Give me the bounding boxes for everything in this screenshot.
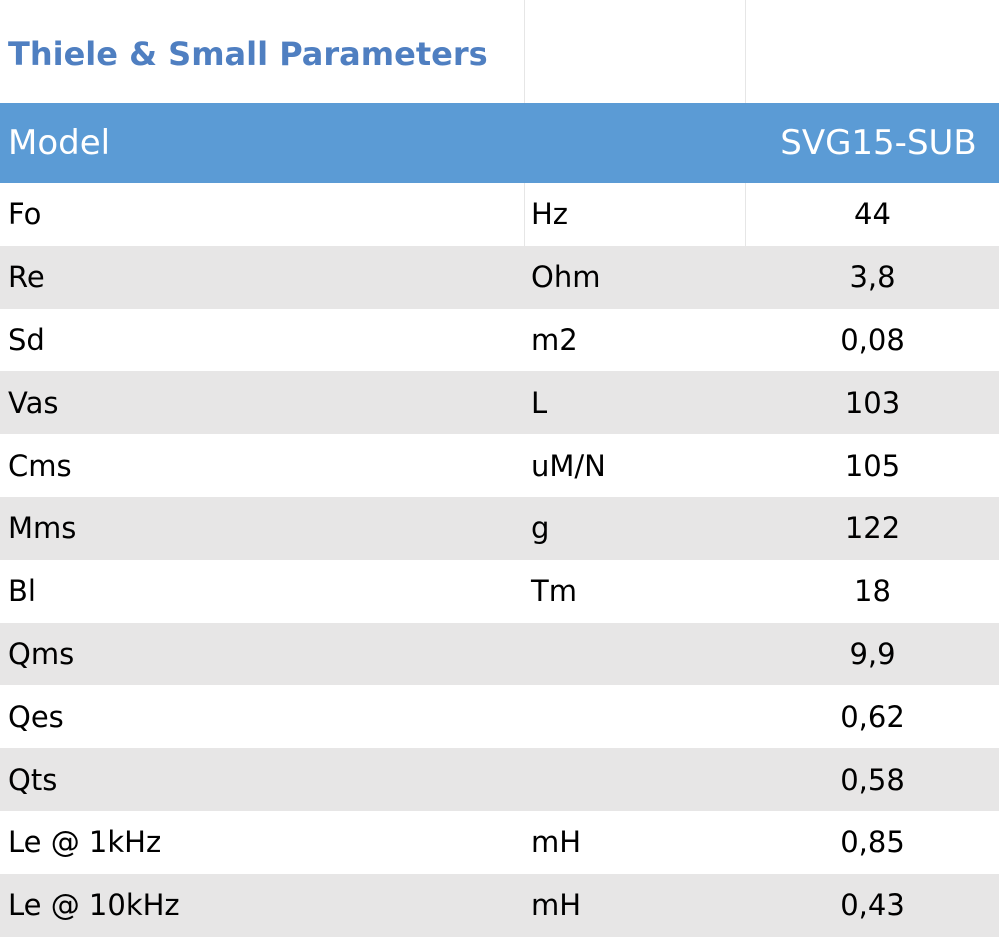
- value-cell[interactable]: 122: [844, 511, 901, 546]
- empty-cell[interactable]: [746, 0, 999, 103]
- unit-cell[interactable]: m2: [531, 322, 578, 357]
- empty-cell[interactable]: [525, 0, 746, 103]
- unit-cell[interactable]: Hz: [525, 183, 746, 246]
- param-name-cell[interactable]: Bl: [8, 574, 36, 609]
- param-name-cell[interactable]: Qms: [8, 636, 75, 671]
- value-cell[interactable]: 0,58: [840, 762, 905, 797]
- table-row: Vas L 103: [0, 371, 999, 435]
- value-cell[interactable]: 105: [844, 448, 901, 483]
- param-name-cell[interactable]: Mms: [8, 511, 77, 546]
- param-name-cell[interactable]: Qts: [8, 762, 58, 797]
- table-row: Fo Hz 44: [0, 183, 999, 246]
- value-cell[interactable]: 0,62: [840, 699, 905, 734]
- title-cell[interactable]: Thiele & Small Parameters: [0, 0, 525, 103]
- value-cell[interactable]: 0,08: [840, 322, 905, 357]
- unit-cell[interactable]: [525, 623, 746, 686]
- value-cell[interactable]: 3,8: [849, 260, 896, 295]
- unit-cell[interactable]: mH: [531, 888, 582, 923]
- unit-cell[interactable]: mH: [531, 825, 582, 860]
- sheet-title: Thiele & Small Parameters: [8, 34, 488, 73]
- title-row: Thiele & Small Parameters: [0, 0, 999, 103]
- header-model-value[interactable]: SVG15-SUB: [780, 123, 977, 163]
- unit-cell[interactable]: Ohm: [531, 260, 601, 295]
- unit-cell[interactable]: L: [531, 385, 548, 420]
- unit-cell[interactable]: g: [531, 511, 550, 546]
- table-row: Cms uM/N 105: [0, 434, 999, 497]
- param-name-cell[interactable]: Re: [8, 260, 45, 295]
- unit-cell[interactable]: uM/N: [531, 448, 606, 483]
- value-cell[interactable]: 103: [844, 385, 901, 420]
- table-row: Qms 9,9: [0, 622, 999, 686]
- table-row: Sd m2 0,08: [0, 309, 999, 372]
- value-cell[interactable]: 0,85: [840, 825, 905, 860]
- param-name-cell[interactable]: Le @ 10kHz: [8, 888, 180, 923]
- value-cell[interactable]: 0,43: [840, 888, 905, 923]
- unit-cell[interactable]: Tm: [531, 574, 577, 609]
- param-name-cell[interactable]: Vas: [8, 385, 59, 420]
- param-name-cell[interactable]: Qes: [8, 699, 64, 734]
- table-row: Le @ 1kHz mH 0,85: [0, 811, 999, 874]
- param-name-cell[interactable]: Le @ 1kHz: [8, 825, 162, 860]
- header-unit-cell[interactable]: [525, 103, 746, 183]
- unit-cell[interactable]: [525, 685, 746, 748]
- param-name-cell[interactable]: Fo: [0, 183, 525, 246]
- table-row: Qts 0,58: [0, 748, 999, 811]
- table-row: Mms g 122: [0, 496, 999, 560]
- table-row: Bl Tm 18: [0, 560, 999, 623]
- unit-cell[interactable]: [525, 748, 746, 811]
- param-name-cell[interactable]: Cms: [8, 448, 72, 483]
- header-row: Model SVG15-SUB: [0, 103, 999, 183]
- param-name-cell[interactable]: Sd: [8, 322, 45, 357]
- value-cell[interactable]: 9,9: [849, 636, 896, 671]
- table-row: Re Ohm 3,8: [0, 245, 999, 309]
- value-cell[interactable]: 18: [854, 574, 891, 609]
- table-row: Qes 0,62: [0, 685, 999, 748]
- value-cell[interactable]: 44: [854, 197, 891, 232]
- table-row: Le @ 10kHz mH 0,43: [0, 873, 999, 937]
- header-model-label[interactable]: Model: [8, 123, 111, 163]
